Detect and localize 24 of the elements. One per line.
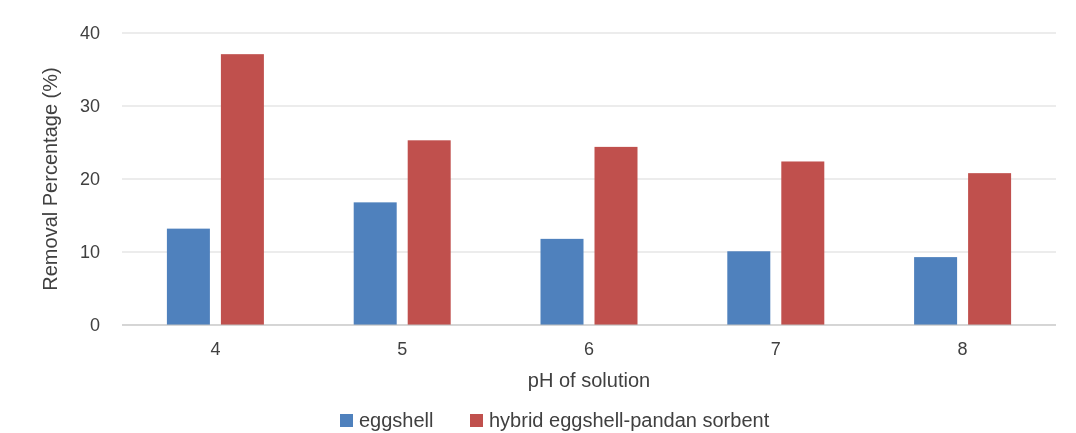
x-tick-label: 5 — [397, 339, 408, 359]
bar — [166, 228, 210, 325]
bar — [407, 140, 451, 325]
bar — [727, 251, 771, 325]
y-tick-label: 40 — [79, 23, 100, 44]
bar — [594, 146, 638, 325]
legend-label: eggshell — [359, 409, 434, 431]
x-tick-label: 6 — [583, 339, 595, 359]
bar — [220, 54, 264, 325]
bar — [968, 173, 1012, 325]
x-tick-label: 8 — [957, 339, 968, 359]
y-tick-label: 0 — [89, 315, 100, 336]
bar — [781, 161, 825, 325]
bar — [914, 257, 958, 325]
y-axis-title: Removal Percentage (%) — [39, 67, 61, 291]
y-tick-label: 10 — [79, 242, 100, 263]
x-tick-label: 4 — [210, 339, 221, 359]
y-tick-label: 30 — [79, 96, 100, 117]
x-axis-title: pH of solution — [527, 369, 651, 391]
x-tick-label: 7 — [770, 339, 781, 359]
bar — [540, 238, 584, 325]
bar — [353, 202, 397, 325]
y-tick-label: 20 — [79, 169, 100, 190]
legend-label: hybrid eggshell-pandan sorbent — [489, 409, 770, 431]
